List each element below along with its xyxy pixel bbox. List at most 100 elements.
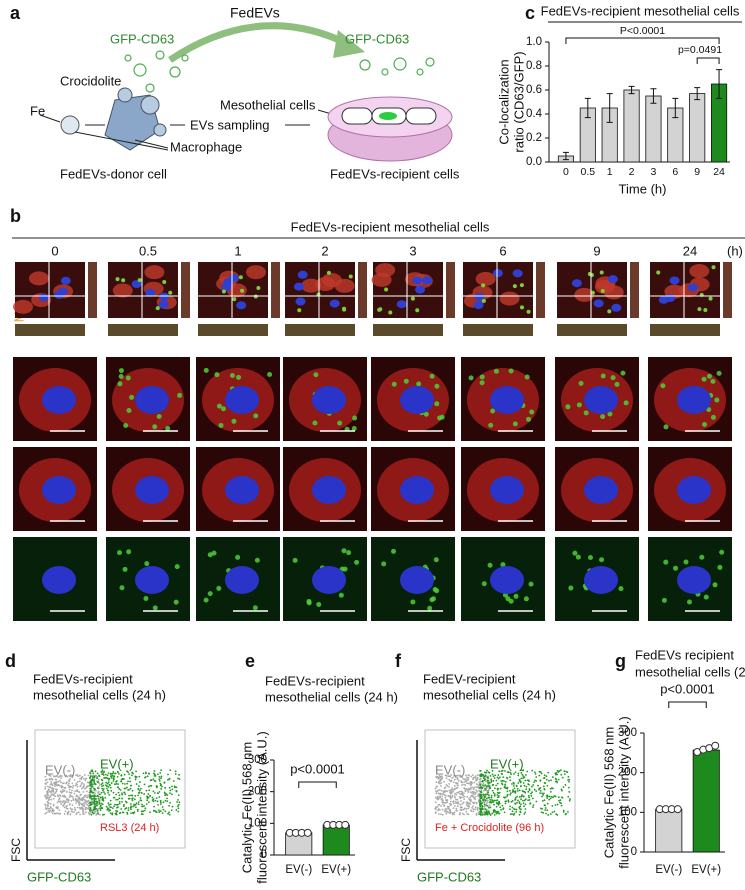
gfp-signal — [427, 605, 433, 611]
event — [562, 811, 565, 813]
nucleus — [490, 566, 524, 594]
event — [451, 813, 454, 816]
gfp-signal — [697, 307, 702, 312]
event — [52, 787, 55, 790]
z-strip — [88, 262, 97, 318]
event — [84, 787, 87, 790]
bar — [623, 89, 640, 163]
nucleus — [584, 386, 618, 414]
event — [485, 780, 487, 783]
event — [467, 813, 470, 816]
charts: c FedEVs-recipient mesothelial cells Co-lo… — [239, 3, 745, 884]
gfp-signal — [434, 383, 440, 389]
event — [54, 792, 57, 794]
event — [134, 778, 137, 781]
event — [437, 803, 440, 806]
event — [463, 798, 466, 801]
gfp-signal — [600, 373, 606, 379]
event — [52, 797, 55, 800]
event — [528, 788, 531, 790]
event — [441, 808, 444, 811]
event — [74, 790, 76, 793]
error-bar — [716, 69, 723, 99]
event — [543, 777, 546, 779]
event — [487, 791, 490, 794]
event — [523, 776, 526, 779]
event — [81, 799, 84, 802]
event — [514, 790, 517, 792]
event — [462, 796, 464, 799]
event — [439, 795, 442, 798]
event — [518, 789, 521, 792]
event — [439, 779, 442, 782]
event — [483, 803, 486, 806]
event — [139, 781, 141, 783]
event — [566, 771, 569, 774]
event — [523, 813, 526, 815]
event — [500, 770, 503, 773]
event — [142, 772, 145, 775]
error-bar — [672, 97, 679, 119]
event — [488, 786, 491, 789]
gfp-signal — [575, 554, 581, 560]
event — [70, 810, 73, 813]
event — [448, 786, 450, 788]
gfp-signal — [519, 283, 524, 288]
event — [71, 776, 74, 779]
event — [538, 774, 541, 777]
event — [437, 792, 440, 795]
event — [434, 801, 437, 804]
event — [477, 793, 480, 796]
event — [442, 791, 445, 793]
event — [109, 809, 111, 812]
event — [556, 769, 559, 772]
event — [82, 786, 85, 789]
event — [483, 796, 486, 799]
event — [442, 803, 444, 806]
event — [463, 781, 466, 783]
event — [447, 795, 450, 798]
event — [92, 801, 94, 804]
event — [152, 809, 155, 812]
event — [467, 782, 470, 785]
event — [527, 799, 529, 802]
annotation: p<0.0001 — [290, 761, 345, 776]
event — [544, 807, 547, 809]
event — [84, 808, 87, 811]
event — [517, 799, 519, 802]
event — [135, 802, 138, 805]
event — [82, 802, 85, 805]
gfp-signal — [576, 402, 582, 408]
event — [155, 810, 157, 813]
event — [85, 806, 88, 809]
event — [465, 803, 468, 806]
event — [154, 799, 157, 802]
event — [73, 792, 76, 795]
event — [531, 785, 533, 788]
event — [467, 788, 470, 791]
event — [114, 772, 117, 775]
gfp-signal — [607, 309, 612, 314]
gfp-signal — [236, 374, 242, 380]
gfp-signal — [152, 605, 158, 611]
event — [76, 800, 79, 803]
event — [480, 789, 483, 791]
event — [94, 810, 97, 813]
event — [134, 795, 137, 797]
event — [78, 800, 81, 803]
event — [549, 787, 552, 790]
event — [71, 795, 74, 798]
event — [478, 778, 481, 781]
event — [44, 787, 47, 790]
event — [175, 809, 178, 811]
event — [496, 794, 499, 796]
event — [436, 785, 438, 788]
event — [93, 782, 96, 785]
event — [103, 791, 105, 794]
event — [441, 777, 444, 779]
event — [512, 784, 515, 787]
gfp-signal — [203, 597, 209, 603]
gfp-signal — [337, 420, 343, 426]
event — [134, 803, 137, 806]
